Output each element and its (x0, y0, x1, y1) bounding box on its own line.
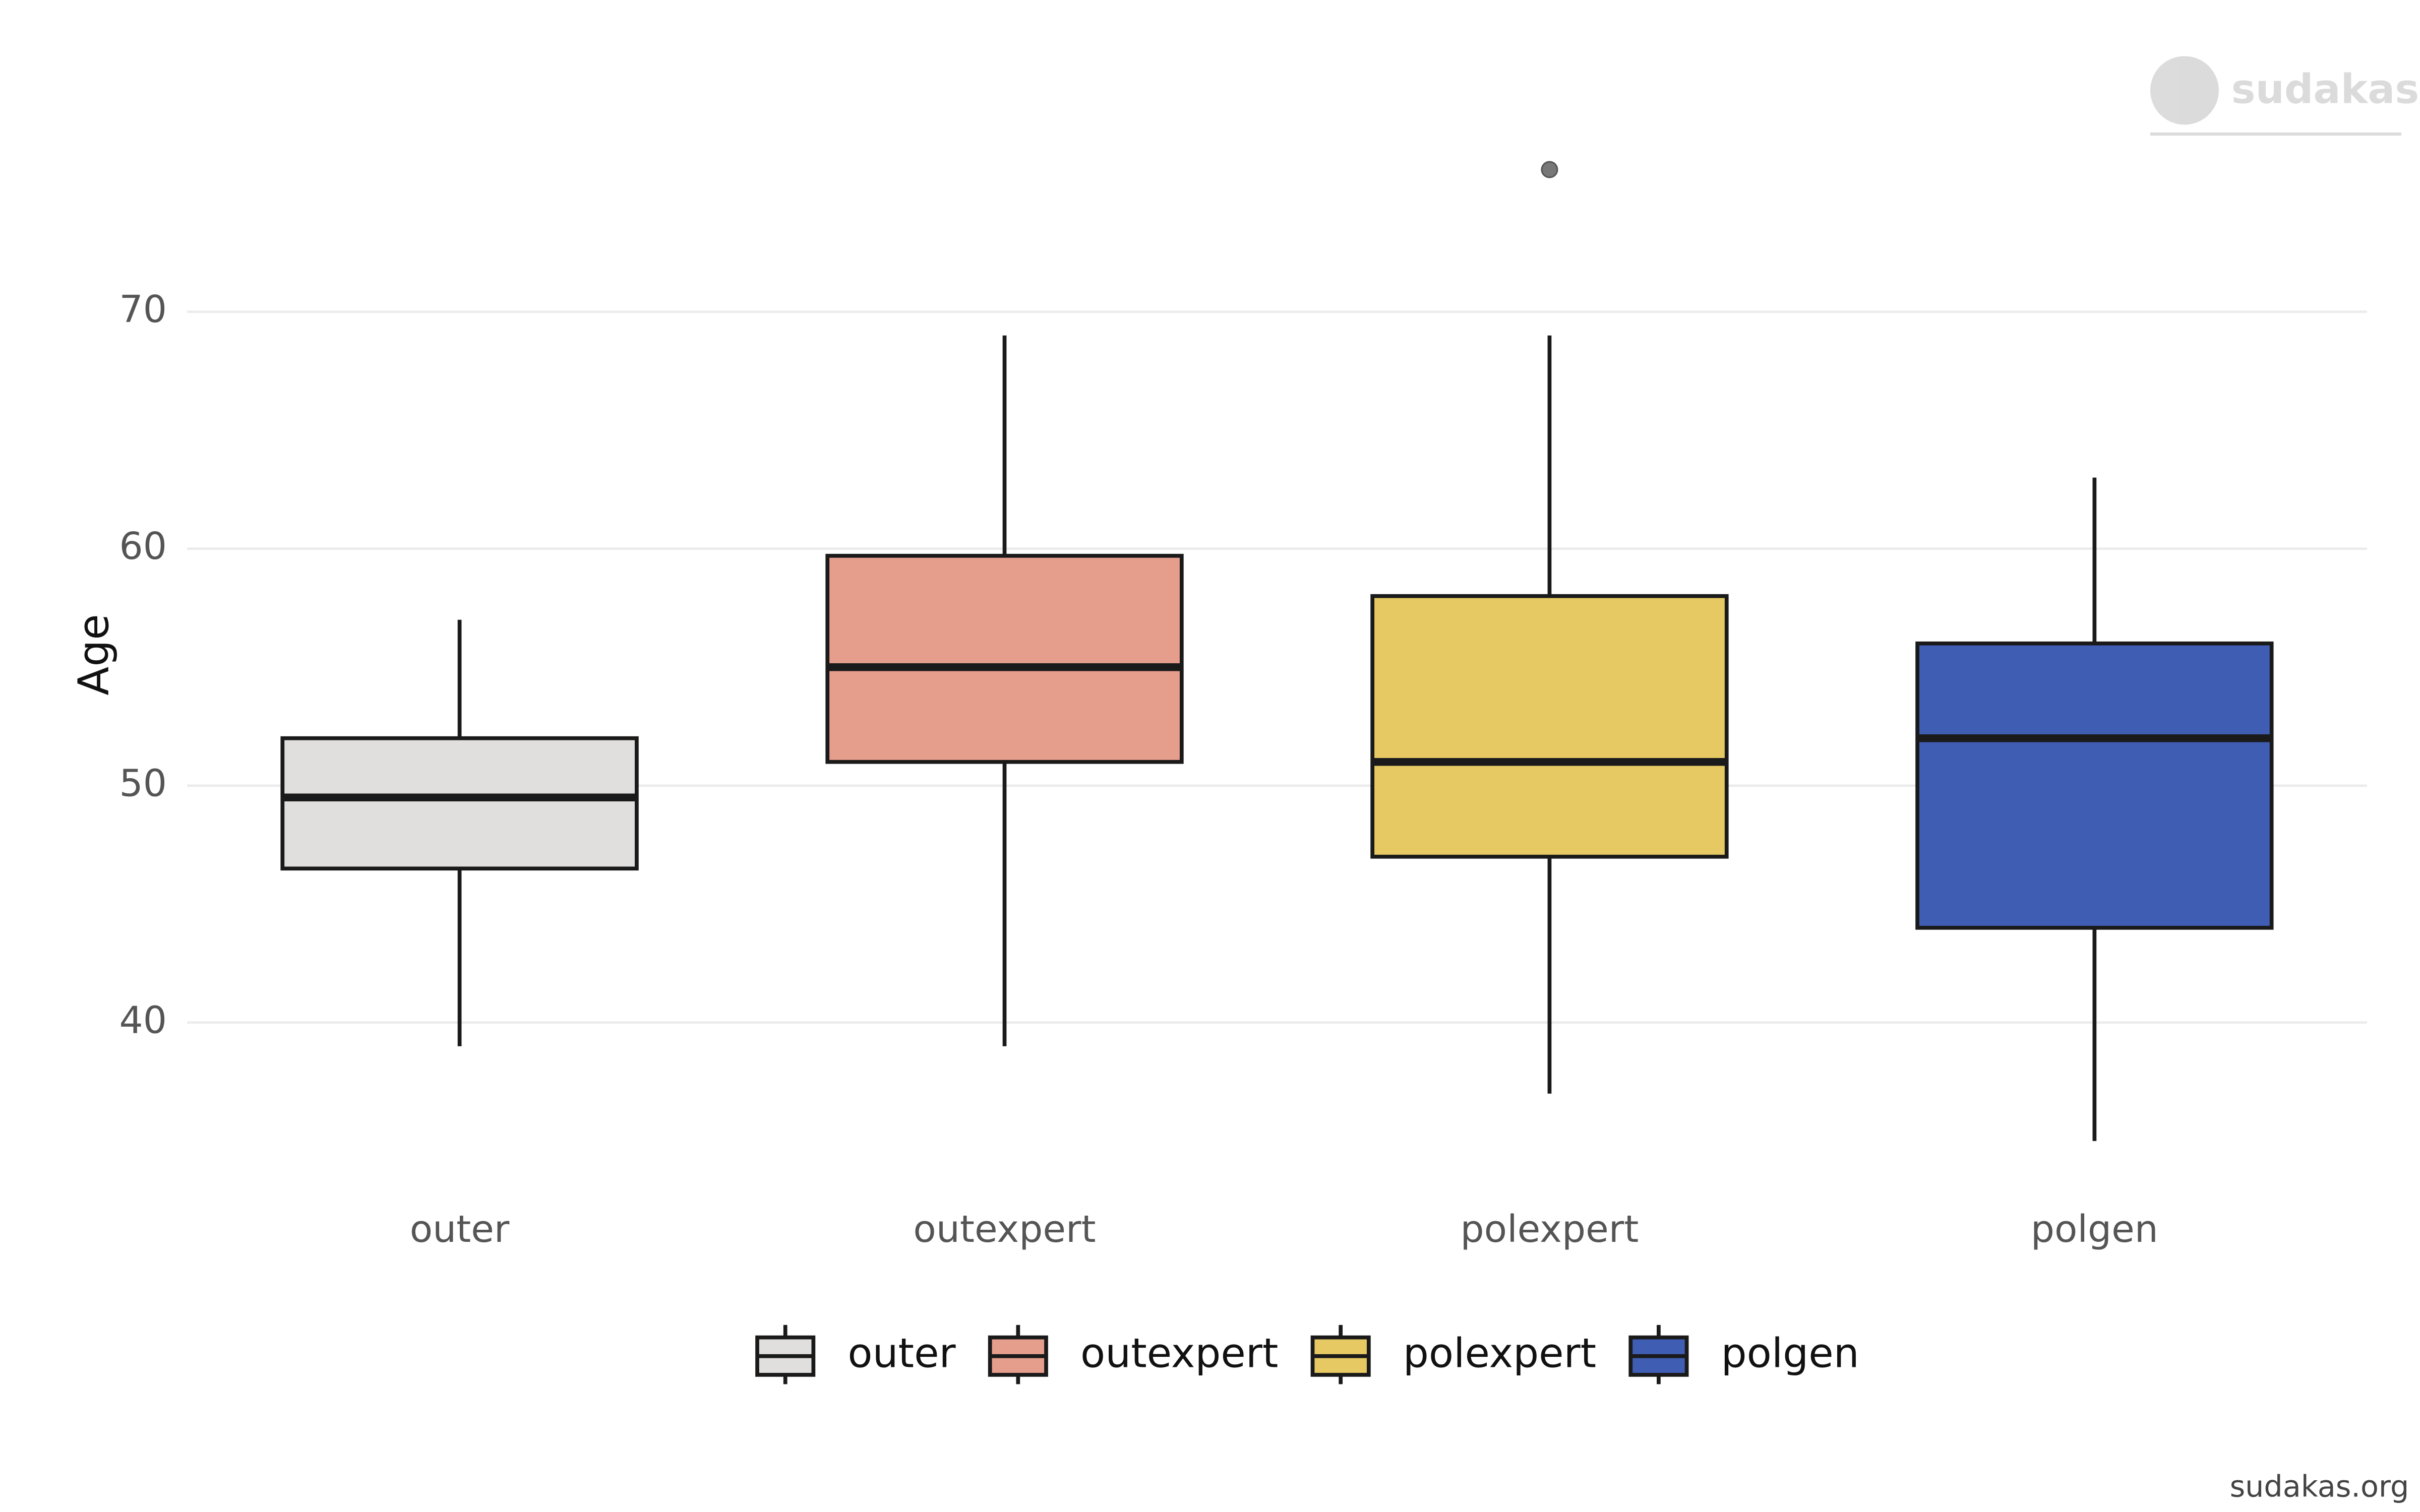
legend-item: polexpert (1310, 1325, 1596, 1384)
y-tick-label: 50 (119, 761, 166, 805)
watermark-icon (2150, 56, 2219, 125)
x-tick-label: outer (410, 1207, 510, 1251)
watermark-text: sudakas (2231, 65, 2419, 112)
legend-label: outexpert (1080, 1330, 1278, 1377)
outlier (1541, 161, 1558, 178)
x-tick-label: outexpert (913, 1207, 1096, 1251)
box (825, 553, 1184, 764)
box (1915, 641, 2274, 930)
watermark-logo: sudakas (2150, 56, 2419, 136)
box (1370, 594, 1729, 859)
y-axis-label: Age (69, 614, 118, 696)
legend-item: polgen (1628, 1325, 1859, 1384)
legend-label: polexpert (1403, 1330, 1596, 1377)
legend: outer outexpert polexpert polgen (755, 1325, 1859, 1384)
y-tick-label: 60 (119, 524, 166, 568)
x-tick-label: polgen (2031, 1207, 2158, 1251)
legend-item: outexpert (988, 1325, 1278, 1384)
legend-item: outer (755, 1325, 956, 1384)
box (280, 736, 639, 871)
y-tick-label: 70 (119, 287, 166, 331)
x-tick-label: polexpert (1461, 1207, 1639, 1251)
y-tick-label: 40 (119, 998, 166, 1042)
footer: sudakas.org (2230, 1469, 2409, 1504)
legend-label: outer (848, 1330, 956, 1377)
legend-label: polgen (1721, 1330, 1859, 1377)
